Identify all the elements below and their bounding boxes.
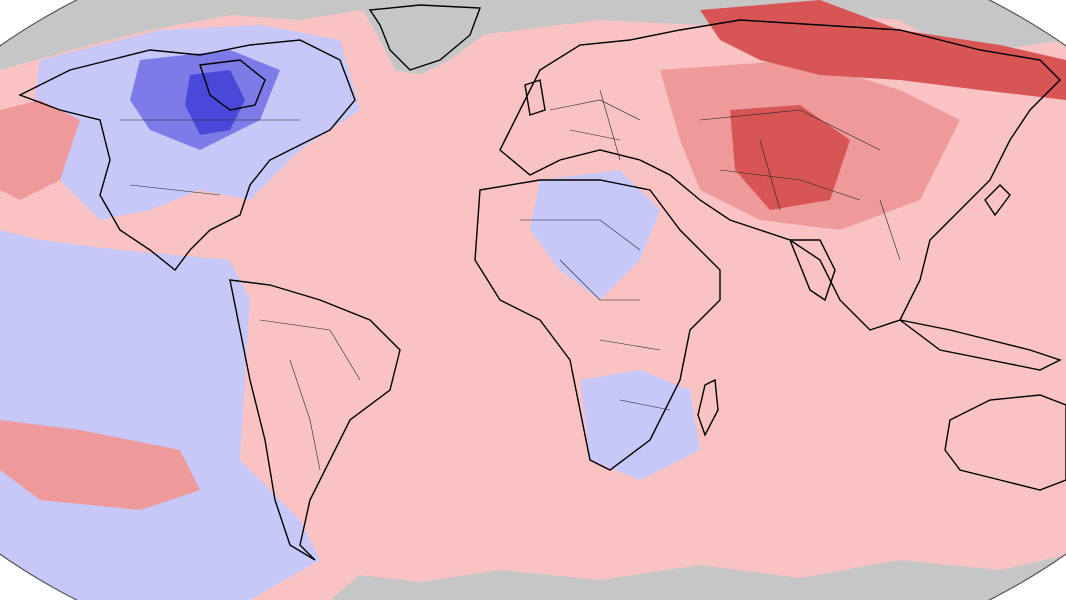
us-mexico-border [129,184,221,196]
south-america-coast [229,279,401,561]
north-pacific-warm-band [0,100,80,200]
hudson-bay-coast [199,59,266,111]
indonesia-coast [899,319,1062,371]
north-america-coast [18,39,356,271]
eurasia-coast [499,19,1061,331]
greenland-no-data-region [360,0,500,75]
india-coast [788,239,836,302]
australia-coast [944,394,1066,491]
siberia-warm-region [700,0,1066,100]
japan-coast [984,184,1011,217]
central-asia-hotspot-region [730,105,850,210]
madagascar-coast [697,378,719,437]
indian-ocean-warm-region [660,300,930,500]
europe-borders [549,89,641,161]
south-pacific-cold-region [0,230,320,600]
country-borders [120,89,901,471]
north-africa-cold-region [530,170,660,300]
africa-coast [474,179,721,471]
asia-borders [699,109,901,261]
south-america-borders [259,319,361,471]
britain-coast [524,79,546,116]
coastlines [18,4,1066,561]
southern-africa-cold-region [580,370,700,480]
antarctic-no-data-region [330,555,1066,600]
greenland-coast [368,4,481,71]
australia-warm-region [930,380,1066,530]
south-pacific-warm-band [0,420,200,510]
arctic-no-data-region [0,0,1066,70]
africa-borders [520,219,671,411]
atlantic-warm-region [300,110,560,520]
great-lakes-cold-region [185,70,245,135]
